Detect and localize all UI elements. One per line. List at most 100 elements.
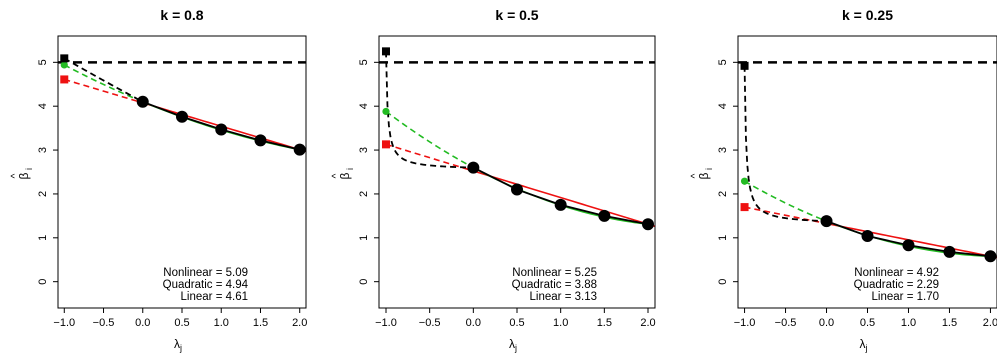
y-axis-label: β^ i xyxy=(10,168,34,179)
nonlinear-extrapolation xyxy=(385,51,474,169)
y-tick-label: 5 xyxy=(717,59,729,65)
x-axis-label: λj xyxy=(509,337,517,353)
x-tick-label: 0.5 xyxy=(174,317,189,329)
x-tick-label: −0.5 xyxy=(93,317,115,329)
data-point xyxy=(176,110,188,123)
y-tick-label: 0 xyxy=(37,279,49,285)
x-axis-symbol: λ xyxy=(509,337,515,351)
plot-area xyxy=(379,47,655,231)
data-point xyxy=(820,215,833,228)
linear-estimate-label: Linear = 3.13 xyxy=(530,291,597,303)
linear-fit xyxy=(473,170,655,228)
nonlinear-estimate-marker xyxy=(60,54,69,63)
x-tick-label: 0.0 xyxy=(466,317,481,329)
x-axis-symbol: λ xyxy=(860,337,866,351)
x-tick-label: −1.0 xyxy=(375,317,397,329)
quadratic-estimate-marker xyxy=(382,107,390,116)
x-tick-label: 0.5 xyxy=(509,317,524,329)
x-tick-label: 1.0 xyxy=(214,317,229,329)
data-point xyxy=(598,209,611,222)
x-tick-label: 1.0 xyxy=(901,317,916,329)
x-tick-label: −0.5 xyxy=(775,317,797,329)
data-point xyxy=(511,183,523,196)
x-tick-label: 1.5 xyxy=(253,317,268,329)
y-axis-symbol: β xyxy=(17,172,31,179)
y-axis-symbol: β xyxy=(697,172,711,179)
quadratic-estimate-marker xyxy=(740,177,749,185)
x-axis-subscript: j xyxy=(865,343,868,353)
x-axis-symbol: λ xyxy=(174,337,180,351)
y-tick-label: 4 xyxy=(717,103,729,109)
nonlinear-estimate-marker xyxy=(381,47,390,56)
y-tick-label: 1 xyxy=(358,235,370,241)
x-tick-label: 0.0 xyxy=(135,317,150,329)
x-axis-label: λj xyxy=(860,337,868,353)
chart-title: k = 0.8 xyxy=(160,7,203,23)
y-tick-label: 5 xyxy=(37,59,49,65)
data-point xyxy=(554,198,567,211)
x-tick-label: 2.0 xyxy=(983,317,997,329)
y-axis-subscript: i xyxy=(345,168,355,170)
y-tick-label: 1 xyxy=(37,235,49,241)
quadratic-extrapolation xyxy=(63,64,144,103)
y-axis-label: β^ i xyxy=(331,168,355,179)
data-point xyxy=(902,239,915,252)
nonlinear-estimate-label: Nonlinear = 5.25 xyxy=(512,267,597,279)
y-axis-hat: ^ xyxy=(331,173,342,178)
x-axis-label: λj xyxy=(174,337,182,353)
y-tick-label: 0 xyxy=(358,279,370,285)
linear-estimate-marker xyxy=(60,75,69,84)
data-point xyxy=(943,245,956,258)
x-tick-label: 1.0 xyxy=(553,317,568,329)
quadratic-extrapolation xyxy=(385,110,474,169)
y-tick-label: 5 xyxy=(358,59,370,65)
linear-estimate-marker xyxy=(381,140,390,149)
y-axis-hat: ^ xyxy=(690,173,701,178)
y-tick-label: 4 xyxy=(358,103,370,109)
linear-extrapolation xyxy=(385,143,474,172)
y-axis-label: β^ i xyxy=(690,168,714,179)
y-tick-label: 0 xyxy=(717,279,729,285)
quadratic-estimate-label: Quadratic = 3.88 xyxy=(512,279,597,291)
nonlinear-extrapolation xyxy=(743,65,827,223)
plot-area xyxy=(738,61,997,263)
y-tick-label: 2 xyxy=(37,191,49,197)
y-tick-label: 2 xyxy=(717,191,729,197)
y-axis-symbol: β xyxy=(338,172,352,179)
y-tick-label: 4 xyxy=(37,103,49,109)
chart-title: k = 0.5 xyxy=(495,7,538,23)
data-point xyxy=(136,95,149,108)
data-point xyxy=(215,123,228,136)
linear-estimate-label: Linear = 4.61 xyxy=(181,291,248,303)
quadratic-estimate-label: Quadratic = 4.94 xyxy=(163,279,249,291)
x-axis-subscript: j xyxy=(179,343,182,353)
data-point xyxy=(467,161,480,174)
data-point xyxy=(642,218,655,231)
linear-estimate-label: Linear = 1.70 xyxy=(872,291,939,303)
nonlinear-estimate-marker xyxy=(740,61,749,70)
y-tick-label: 1 xyxy=(717,235,729,241)
data-point xyxy=(984,250,997,263)
chart-panel-2: k = 0.5 −1.0 −0.5 0.0 0.5 1.0 1.5 2.0 0 1 2 3 4 5 λj β^… xyxy=(331,7,656,353)
y-tick-label: 2 xyxy=(358,191,370,197)
x-tick-label: −1.0 xyxy=(53,317,75,329)
nonlinear-estimate-label: Nonlinear = 5.09 xyxy=(163,267,248,279)
data-point xyxy=(293,143,306,156)
plot-area xyxy=(58,54,306,156)
chart-title: k = 0.25 xyxy=(842,7,893,23)
x-tick-label: 0.0 xyxy=(819,317,834,329)
y-tick-label: 3 xyxy=(717,147,729,153)
y-axis-subscript: i xyxy=(24,168,34,170)
nonlinear-estimate-label: Nonlinear = 4.92 xyxy=(854,267,939,279)
x-tick-label: −1.0 xyxy=(734,317,756,329)
quadratic-estimate-marker xyxy=(60,61,68,69)
x-tick-label: 2.0 xyxy=(292,317,307,329)
data-point xyxy=(254,134,267,147)
x-tick-label: −0.5 xyxy=(419,317,441,329)
x-tick-label: 1.5 xyxy=(597,317,612,329)
x-tick-label: 1.5 xyxy=(942,317,957,329)
x-tick-label: 0.5 xyxy=(860,317,875,329)
linear-extrapolation xyxy=(64,78,143,104)
linear-estimate-marker xyxy=(740,203,749,212)
